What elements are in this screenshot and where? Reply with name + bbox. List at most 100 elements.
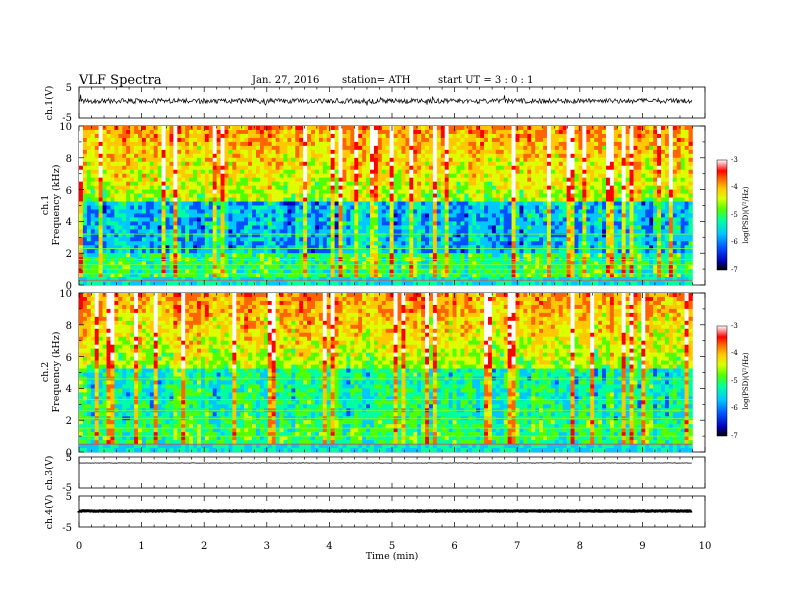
spectrogram-cell <box>200 273 206 278</box>
spectrogram-cell <box>543 277 548 282</box>
spectrogram-cell <box>366 249 371 254</box>
spectrogram-cell <box>499 237 505 242</box>
spectrogram-cell <box>531 237 536 242</box>
spectrogram-cell <box>161 249 166 254</box>
spectrogram-cell <box>252 233 257 238</box>
spectrogram-cell <box>491 273 497 278</box>
spectrogram-cell <box>543 225 548 230</box>
spectrogram-cell <box>523 209 528 214</box>
spectrogram-cell <box>519 181 524 186</box>
spectrogram-cell <box>169 261 174 266</box>
spectrogram-cell <box>287 169 292 174</box>
spectrogram-cell <box>145 173 151 178</box>
spectrogram-cell <box>373 265 379 270</box>
spectrogram-cell <box>283 221 288 226</box>
spectrogram-cell <box>326 265 331 270</box>
spectrogram-cell <box>275 233 280 238</box>
spectrogram-cell <box>401 209 406 214</box>
spectrogram-cell <box>208 213 213 218</box>
spectrogram-cell <box>106 269 111 274</box>
spectrogram-cell <box>413 189 418 194</box>
spectrogram-cell <box>370 237 375 242</box>
spectrogram-cell <box>149 133 155 139</box>
spectrogram-cell <box>436 173 442 178</box>
spectrogram-cell <box>318 217 324 222</box>
spectrogram-cell <box>436 185 442 190</box>
spectrogram-cell <box>299 253 304 258</box>
spectrogram-cell <box>550 193 556 198</box>
spectrogram-cell <box>248 277 253 282</box>
spectrogram-cell <box>511 157 516 163</box>
spectrogram-cell <box>153 129 158 135</box>
spectrogram-cell <box>263 261 269 266</box>
spectrogram-cell <box>440 126 446 131</box>
spectrogram-cell <box>303 209 308 214</box>
spectrogram-cell <box>338 217 343 222</box>
spectrogram-cell <box>275 177 280 182</box>
spectrogram-cell <box>110 241 115 246</box>
spectrogram-cell <box>181 149 186 155</box>
spectrogram-cell <box>244 153 249 159</box>
spectrogram-cell <box>503 169 508 174</box>
spectrogram-cell <box>543 265 548 270</box>
spectrogram-cell <box>311 126 316 131</box>
spectrogram-cell <box>149 137 155 143</box>
spectrogram-cell <box>523 181 528 186</box>
spectrogram-cell <box>181 269 186 274</box>
spectrogram-cell <box>322 225 328 230</box>
spectrogram-cell <box>287 149 292 155</box>
spectrogram-cell <box>141 233 147 238</box>
spectrogram-cell <box>464 253 469 258</box>
spectrogram-cell <box>177 169 182 174</box>
spectrogram-cell <box>259 241 265 246</box>
spectrogram-cell <box>145 281 151 286</box>
spectrogram-cell <box>409 141 414 147</box>
spectrogram-cell <box>456 141 461 147</box>
spectrogram-cell <box>519 205 524 210</box>
spectrogram-cell <box>259 261 265 266</box>
spectrogram-cell <box>409 153 414 159</box>
spectrogram-cell <box>185 201 190 206</box>
spectrogram-cell <box>511 197 516 202</box>
spectrogram-cell <box>149 153 155 159</box>
spectrogram-cell <box>444 177 449 182</box>
spectrogram-cell <box>531 209 536 214</box>
spectrogram-cell <box>480 173 485 178</box>
spectrogram-cell <box>177 221 182 226</box>
spectrogram-cell <box>523 205 528 210</box>
spectrogram-cell <box>429 157 434 163</box>
spectrogram-cell <box>307 185 312 190</box>
spectrogram-cell <box>373 281 379 286</box>
spectrogram-cell <box>511 153 516 159</box>
spectrogram-cell <box>193 205 198 210</box>
spectrogram-cell <box>370 249 375 254</box>
spectrogram-cell <box>244 169 249 174</box>
spectrogram-cell <box>110 281 115 286</box>
spectrogram-cell <box>535 137 540 143</box>
spectrogram-cell <box>531 145 536 151</box>
spectrogram-cell <box>94 149 99 155</box>
spectrogram-cell <box>409 245 414 250</box>
spectrogram-cell <box>385 126 390 131</box>
spectrogram-cell <box>350 213 355 218</box>
spectrogram-cell <box>491 281 497 286</box>
spectrogram-cell <box>476 126 481 131</box>
spectrogram-cell <box>102 281 107 286</box>
spectrogram-cell <box>82 221 88 226</box>
spectrogram-cell <box>389 197 394 202</box>
spectrogram-cell <box>562 241 567 246</box>
spectrogram-cell <box>318 185 324 190</box>
spectrogram-cell <box>165 141 170 147</box>
spectrogram-cell <box>204 249 210 254</box>
spectrogram-cell <box>220 245 225 250</box>
spectrogram-cell <box>193 209 198 214</box>
spectrogram-cell <box>452 181 457 186</box>
spectrogram-cell <box>456 145 461 151</box>
spectrogram-cell <box>200 177 206 182</box>
spectrogram-cell <box>161 197 166 202</box>
spectrogram-cell <box>90 245 96 250</box>
spectrogram-cell <box>330 265 335 270</box>
spectrogram-cell <box>236 177 241 182</box>
spectrogram-cell <box>444 137 449 143</box>
spectrogram-cell <box>527 141 532 147</box>
